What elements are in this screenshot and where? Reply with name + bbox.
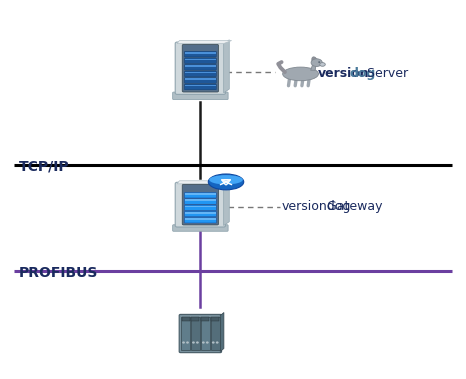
Bar — [182, 317, 190, 321]
Text: Gateway: Gateway — [323, 200, 383, 213]
FancyBboxPatch shape — [185, 193, 216, 198]
FancyBboxPatch shape — [185, 218, 216, 223]
Bar — [201, 317, 209, 321]
Bar — [185, 72, 216, 74]
Circle shape — [206, 341, 209, 344]
Bar — [185, 199, 216, 201]
Polygon shape — [224, 180, 229, 226]
Circle shape — [212, 341, 215, 344]
FancyBboxPatch shape — [182, 184, 219, 225]
Circle shape — [318, 61, 320, 63]
Bar — [185, 65, 216, 67]
Polygon shape — [220, 312, 224, 352]
Ellipse shape — [283, 67, 318, 81]
Circle shape — [182, 341, 185, 344]
FancyBboxPatch shape — [172, 225, 228, 231]
Ellipse shape — [312, 57, 317, 64]
FancyBboxPatch shape — [185, 205, 216, 210]
Bar — [185, 218, 216, 220]
FancyBboxPatch shape — [185, 78, 216, 83]
Text: version: version — [318, 67, 370, 80]
Bar — [185, 52, 216, 54]
Bar — [185, 78, 216, 80]
Bar — [191, 318, 200, 349]
Polygon shape — [177, 181, 232, 184]
Circle shape — [196, 341, 199, 344]
Bar — [211, 317, 219, 321]
Text: PROFIBUS: PROFIBUS — [19, 266, 98, 280]
Circle shape — [192, 341, 195, 344]
Text: dog: dog — [350, 67, 376, 80]
Bar — [185, 85, 216, 86]
FancyBboxPatch shape — [175, 42, 226, 94]
Ellipse shape — [209, 175, 243, 185]
Circle shape — [186, 341, 189, 344]
FancyBboxPatch shape — [185, 71, 216, 77]
FancyBboxPatch shape — [185, 84, 216, 90]
Bar — [185, 58, 216, 60]
Polygon shape — [224, 40, 229, 93]
Circle shape — [216, 341, 219, 344]
FancyBboxPatch shape — [175, 182, 226, 227]
Bar — [211, 318, 220, 349]
FancyBboxPatch shape — [172, 92, 228, 100]
Bar — [185, 212, 216, 213]
Bar — [185, 206, 216, 207]
FancyBboxPatch shape — [185, 211, 216, 217]
Text: TCP/IP: TCP/IP — [19, 160, 69, 174]
FancyBboxPatch shape — [185, 51, 216, 57]
Bar — [201, 318, 210, 349]
FancyBboxPatch shape — [185, 64, 216, 70]
Ellipse shape — [311, 59, 322, 66]
Circle shape — [202, 341, 205, 344]
Bar — [185, 193, 216, 195]
Bar — [192, 317, 199, 321]
Ellipse shape — [208, 174, 244, 190]
FancyBboxPatch shape — [179, 315, 222, 352]
FancyBboxPatch shape — [185, 199, 216, 204]
Bar — [181, 318, 190, 349]
Polygon shape — [177, 41, 232, 44]
Ellipse shape — [320, 63, 325, 66]
Text: versiondog: versiondog — [282, 200, 351, 213]
Text: Server: Server — [363, 67, 409, 80]
FancyBboxPatch shape — [185, 58, 216, 64]
FancyBboxPatch shape — [182, 44, 219, 92]
Polygon shape — [311, 64, 316, 70]
